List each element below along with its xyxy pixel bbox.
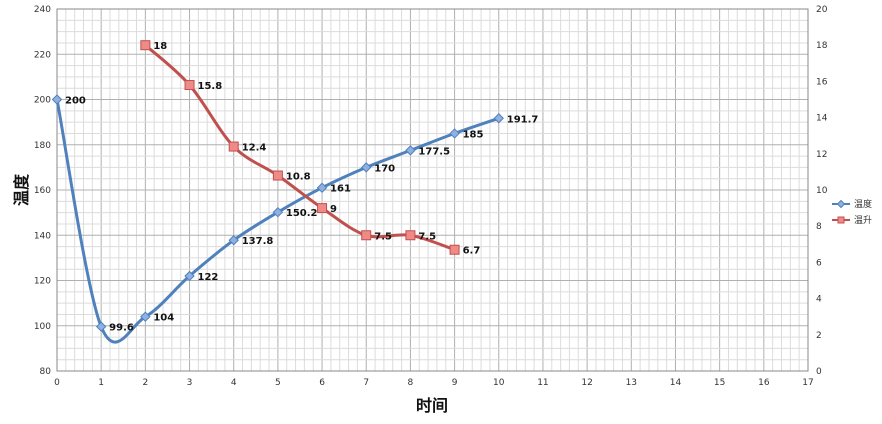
x-tick-label: 17 (802, 378, 813, 388)
data-point (493, 113, 504, 124)
data-label: 177.5 (418, 146, 450, 157)
data-point (272, 170, 283, 181)
data-point (51, 94, 63, 105)
data-point (184, 80, 195, 91)
y-axis-left: 80 100 120 140 160 180 200 220 240 (34, 5, 51, 377)
y2-tick-label: 16 (816, 77, 828, 87)
x-tick-label: 3 (187, 378, 193, 388)
x-tick-label: 16 (758, 378, 770, 388)
x-tick-label: 10 (493, 378, 505, 388)
data-point (140, 40, 151, 51)
x-axis: 0 1 2 3 4 5 6 7 8 9 10 11 12 13 14 15 16 17 (54, 378, 814, 388)
y2-tick-label: 0 (816, 367, 822, 377)
legend-marker (837, 216, 845, 224)
data-label: 122 (198, 272, 219, 283)
data-label: 12.4 (242, 143, 267, 154)
data-point (316, 182, 328, 193)
data-point (272, 206, 284, 218)
y2-tick-label: 10 (816, 186, 828, 196)
data-label: 137.8 (242, 236, 274, 247)
data-label: 7.5 (374, 231, 392, 242)
data-label: 18 (153, 41, 167, 52)
y2-tick-label: 8 (816, 222, 822, 232)
data-label: 185 (463, 129, 484, 140)
x-tick-label: 0 (54, 378, 60, 388)
x-tick-label: 13 (626, 378, 637, 388)
y-tick-label: 160 (34, 186, 51, 196)
data-point (361, 162, 372, 173)
data-label: 99.6 (109, 323, 134, 334)
x-axis-title: 时间 (416, 396, 448, 415)
x-tick-label: 15 (714, 378, 725, 388)
data-point (449, 244, 460, 255)
series-1: 200 99.6 104 122 137.8 150.2 161 170 177.5 185 191… (51, 94, 539, 344)
x-tick-label: 12 (581, 378, 592, 388)
data-label: 161 (330, 184, 351, 195)
legend-label: 温升 (854, 215, 872, 226)
y-tick-label: 80 (40, 367, 52, 377)
data-label: 200 (65, 96, 86, 107)
x-tick-label: 2 (142, 378, 148, 388)
x-tick-label: 1 (98, 378, 104, 388)
data-label: 15.8 (198, 81, 223, 92)
y-tick-label: 220 (34, 50, 51, 60)
data-label: 191.7 (507, 114, 539, 125)
data-point (228, 235, 239, 246)
data-point (95, 321, 107, 332)
x-tick-label: 11 (537, 378, 548, 388)
data-label: 150.2 (286, 208, 318, 219)
x-tick-label: 5 (275, 378, 281, 388)
data-point (140, 311, 151, 322)
y2-tick-label: 12 (816, 150, 827, 160)
data-label: 10.8 (286, 172, 311, 183)
data-label: 6.7 (463, 246, 481, 257)
data-point (184, 270, 195, 282)
y-axis-right: 0 2 4 6 8 10 12 14 16 18 20 (816, 5, 828, 377)
data-label: 170 (374, 163, 395, 174)
grid (56, 8, 809, 372)
data-point (405, 145, 416, 156)
x-tick-label: 8 (408, 378, 414, 388)
data-point (361, 230, 372, 241)
y2-tick-label: 4 (816, 295, 822, 305)
x-tick-label: 6 (319, 378, 325, 388)
data-label: 9 (330, 204, 337, 215)
y-tick-label: 120 (34, 277, 51, 287)
y-axis-title: 温度 (12, 173, 31, 207)
y2-tick-label: 14 (816, 114, 828, 124)
y2-tick-label: 20 (816, 5, 828, 15)
y2-tick-label: 2 (816, 331, 822, 341)
data-point (405, 230, 416, 241)
data-point (228, 141, 239, 152)
data-label: 7.5 (418, 231, 436, 242)
series-group: 200 99.6 104 122 137.8 150.2 161 170 177.5 185 191… (51, 40, 539, 344)
x-tick-label: 7 (363, 378, 369, 388)
data-point (317, 203, 328, 214)
legend-label: 温度 (854, 198, 872, 210)
x-tick-label: 9 (452, 378, 458, 388)
y-tick-label: 140 (34, 231, 51, 241)
x-tick-label: 14 (670, 378, 682, 388)
legend-marker (836, 199, 846, 209)
x-tick-label: 4 (231, 378, 237, 388)
y2-tick-label: 18 (816, 41, 828, 51)
y-tick-label: 240 (34, 5, 51, 15)
y-tick-label: 180 (34, 141, 51, 151)
plot-area-border (56, 8, 809, 372)
series-2: 18 15.8 12.4 10.8 9 7.5 7.5 6.7 (140, 40, 481, 257)
y-tick-label: 100 (34, 322, 51, 332)
y-tick-label: 200 (34, 96, 51, 106)
y2-tick-label: 6 (816, 258, 822, 268)
data-point (449, 128, 460, 139)
data-label: 104 (153, 313, 174, 324)
